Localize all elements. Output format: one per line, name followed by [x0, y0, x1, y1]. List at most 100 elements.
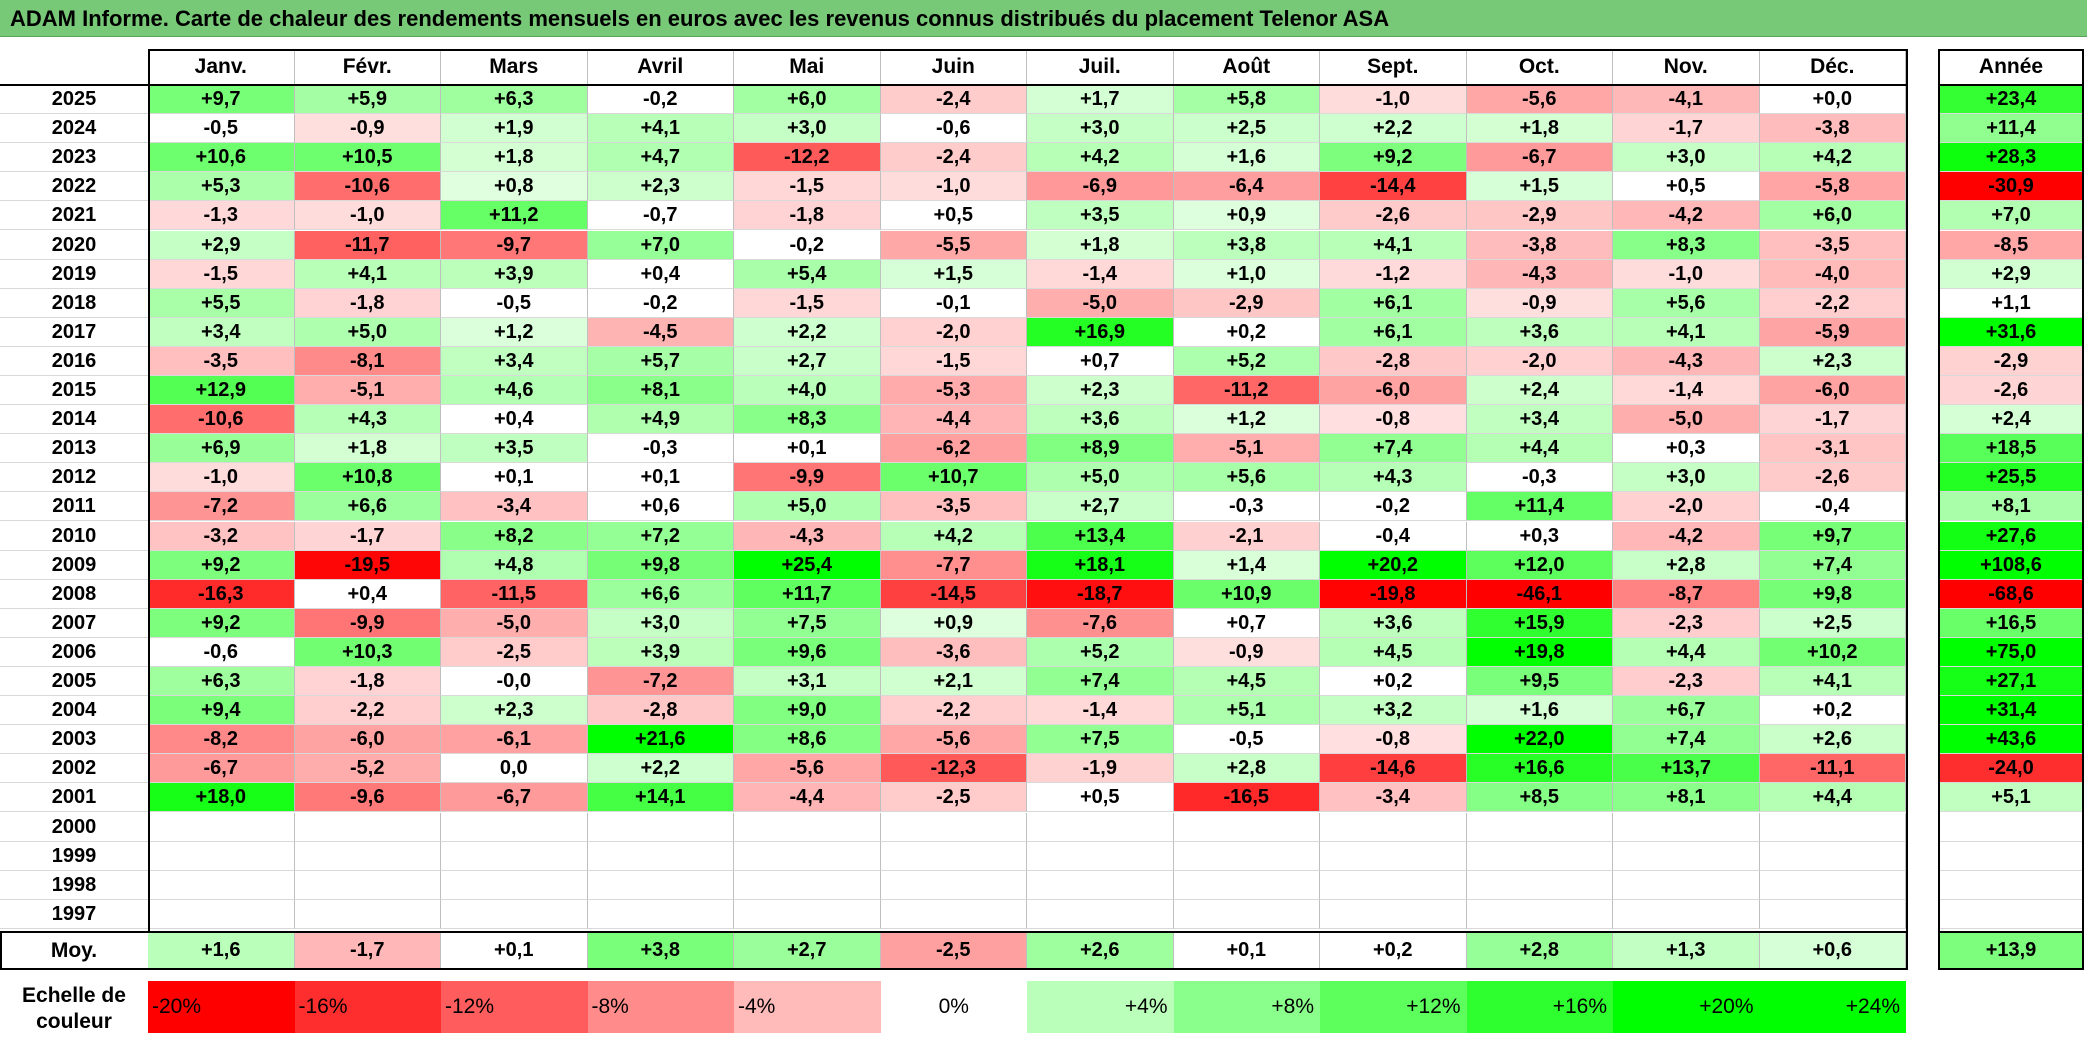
heatmap-cell: +6,1 [1320, 288, 1467, 318]
average-cell: +2,7 [734, 933, 881, 968]
heatmap-cell: +6,0 [734, 85, 881, 115]
column-header: Juil. [1027, 49, 1174, 85]
annual-cell: +25,5 [1938, 463, 2084, 493]
color-scale-stop: -16% [294, 981, 441, 1033]
heatmap-cell: +3,1 [734, 667, 881, 697]
heatmap-cell: +3,0 [1613, 143, 1760, 173]
heatmap-cell: +1,8 [1466, 114, 1613, 144]
row-year-label: 2016 [0, 347, 148, 376]
heatmap-cell [294, 841, 441, 871]
heatmap-cell: -4,2 [1613, 521, 1760, 551]
heatmap-cell: +0,4 [294, 579, 441, 609]
heatmap-cell: -14,6 [1320, 754, 1467, 784]
heatmap-cell: -2,3 [1613, 667, 1760, 697]
heatmap-cell: +9,2 [148, 608, 295, 638]
annual-cell: +28,3 [1938, 143, 2084, 173]
heatmap-cell: +0,2 [1173, 317, 1320, 347]
heatmap-cell: -2,4 [880, 143, 1027, 173]
heatmap-cell: +16,6 [1466, 754, 1613, 784]
heatmap-cell: +5,0 [1027, 463, 1174, 493]
heatmap-cell: -7,7 [880, 550, 1027, 580]
heatmap-cell: -6,9 [1027, 172, 1174, 202]
heatmap-cell: +11,2 [441, 201, 588, 231]
heatmap-cell: +11,7 [734, 579, 881, 609]
heatmap-cell: +4,1 [1320, 230, 1467, 260]
heatmap-cell: -4,0 [1759, 259, 1906, 289]
heatmap-cell: +10,5 [294, 143, 441, 173]
column-header: Déc. [1759, 49, 1906, 85]
heatmap-cell: +4,4 [1759, 783, 1906, 813]
column-header: Mars [441, 49, 588, 85]
heatmap-cell: +3,4 [441, 346, 588, 376]
heatmap-cell: +14,1 [587, 783, 734, 813]
heatmap-cell: +2,2 [1320, 114, 1467, 144]
heatmap-cell: +4,2 [880, 521, 1027, 551]
heatmap-cell: -0,4 [1759, 492, 1906, 522]
heatmap-cell: +4,2 [1027, 143, 1174, 173]
average-cell: -2,5 [880, 933, 1027, 968]
heatmap-cell: +0,7 [1173, 608, 1320, 638]
heatmap-cell: +3,0 [587, 608, 734, 638]
heatmap-cell: -5,6 [734, 754, 881, 784]
heatmap-cell: +7,5 [1027, 725, 1174, 755]
heatmap-cell: -2,3 [1613, 608, 1760, 638]
heatmap-cell [441, 870, 588, 900]
heatmap-cell: -2,0 [1613, 492, 1760, 522]
annual-cell: +27,1 [1938, 667, 2084, 697]
heatmap-cell [1173, 870, 1320, 900]
heatmap-cell [148, 841, 295, 871]
heatmap-cell: +3,8 [1173, 230, 1320, 260]
heatmap-cell: -10,6 [148, 405, 295, 435]
color-scale-stop: -12% [441, 981, 588, 1033]
heatmap-cell: -5,2 [294, 754, 441, 784]
heatmap-cell: -6,7 [1466, 143, 1613, 173]
heatmap-cell: +3,5 [1027, 201, 1174, 231]
heatmap-cell: -7,2 [587, 667, 734, 697]
average-cell: +0,1 [1173, 933, 1320, 968]
heatmap-cell: -4,3 [1613, 346, 1760, 376]
heatmap-cell: +1,9 [441, 114, 588, 144]
heatmap-cell: +3,0 [1613, 463, 1760, 493]
heatmap-cell: -2,5 [880, 783, 1027, 813]
heatmap-cell [441, 841, 588, 871]
row-year-label: 1999 [0, 842, 148, 871]
heatmap-cell: +3,0 [734, 114, 881, 144]
row-year-label: 2003 [0, 725, 148, 755]
heatmap-cell: +5,0 [294, 317, 441, 347]
heatmap-cell [734, 841, 881, 871]
heatmap-cell: +4,0 [734, 376, 881, 406]
heatmap-cell: -7,6 [1027, 608, 1174, 638]
heatmap-cell [880, 870, 1027, 900]
heatmap-cell: +1,5 [1466, 172, 1613, 202]
heatmap-cell: +1,5 [880, 259, 1027, 289]
heatmap-cell: +9,4 [148, 696, 295, 726]
heatmap-cell: +3,0 [1027, 114, 1174, 144]
row-year-label: 2011 [0, 492, 148, 522]
column-header: Nov. [1613, 49, 1760, 85]
annual-cell [1938, 899, 2084, 929]
average-cell: -1,7 [294, 933, 441, 968]
heatmap-cell: +4,4 [1613, 637, 1760, 667]
heatmap-cell: -11,7 [294, 230, 441, 260]
heatmap-cell: -0,3 [587, 434, 734, 464]
heatmap-cell: -0,3 [1173, 492, 1320, 522]
heatmap-cell: -1,7 [1759, 405, 1906, 435]
row-year-label: 2005 [0, 667, 148, 697]
row-year-label: 2021 [0, 201, 148, 231]
heatmap-cell: -4,2 [1613, 201, 1760, 231]
heatmap-cell: -0,2 [587, 85, 734, 115]
heatmap-cell: -0,3 [1466, 463, 1613, 493]
heatmap-cell: +9,7 [148, 85, 295, 115]
row-year-label: 2024 [0, 114, 148, 144]
heatmap-cell: -1,5 [148, 259, 295, 289]
color-scale-stop: +8% [1173, 981, 1320, 1033]
heatmap-cell: +13,7 [1613, 754, 1760, 784]
heatmap-cell: +13,4 [1027, 521, 1174, 551]
heatmap-cell: +2,3 [587, 172, 734, 202]
heatmap-cell: +3,6 [1027, 405, 1174, 435]
annual-cell: +11,4 [1938, 114, 2084, 144]
average-cell: +0,6 [1759, 933, 1906, 968]
heatmap-cell: +5,8 [1173, 85, 1320, 115]
heatmap-cell: +18,1 [1027, 550, 1174, 580]
column-header: Févr. [294, 49, 441, 85]
